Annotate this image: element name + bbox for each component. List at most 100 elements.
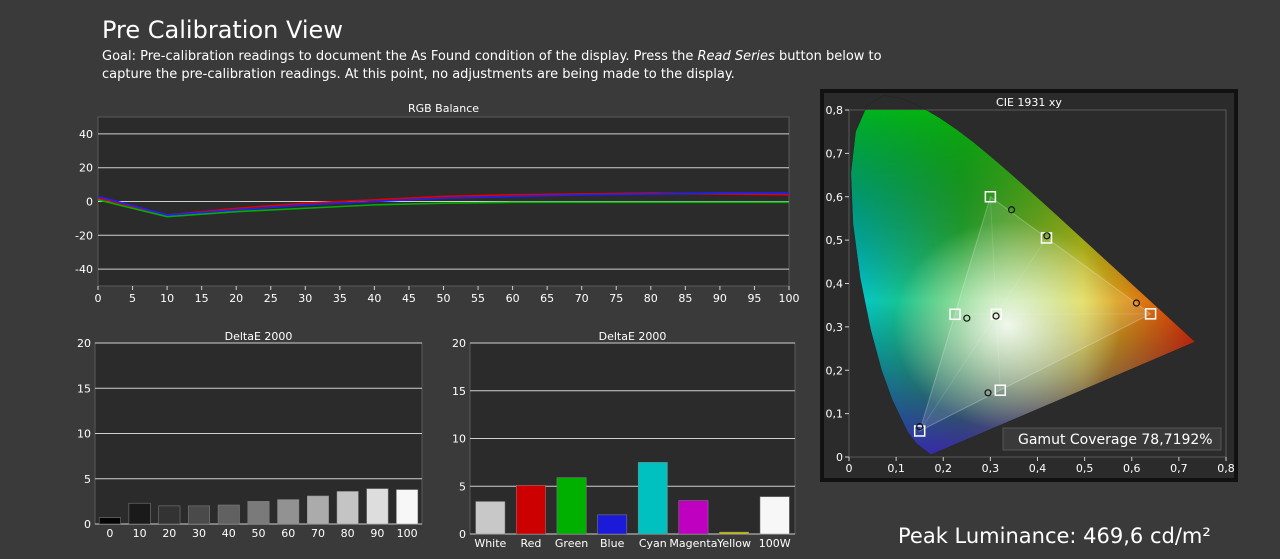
de2-x-label-3: Blue (600, 537, 625, 550)
rgb-x-tick-12: 60 (506, 292, 520, 305)
cie-measured-3 (992, 312, 1000, 320)
cie-y-tick-2: 0,2 (826, 364, 844, 377)
rgb-x-tick-16: 80 (644, 292, 658, 305)
cie-axes: 0 0,1 0,2 0,3 0,4 0,5 0,6 0,7 0,8 0 0,1 0,2 0,3 0,4 0,… (826, 104, 1235, 475)
cie-x-tick-4: 0,4 (1029, 462, 1047, 475)
de1-x-label-8: 80 (341, 527, 355, 540)
rgb-x-tick-10: 50 (437, 292, 451, 305)
de1-x-label-4: 40 (222, 527, 236, 540)
de2-x-label-4: Cyan (639, 537, 667, 550)
de1-bar-9 (366, 488, 389, 525)
rgb-x-tick-1: 5 (129, 292, 136, 305)
de2-y-tick-2: 10 (452, 433, 466, 446)
goal-read-series-emphasis: Read Series (697, 49, 775, 64)
cie-measured-2 (916, 423, 924, 431)
rgb-x-tick-4: 20 (229, 292, 243, 305)
cie-x-tick-5: 0,5 (1076, 462, 1094, 475)
de1-x-label-2: 20 (162, 527, 176, 540)
cie-x-tick-7: 0,7 (1170, 462, 1188, 475)
de1-bar-10 (396, 489, 419, 525)
cie-y-tick-5: 0,5 (826, 234, 844, 247)
de1-bar-2 (158, 505, 181, 525)
de2-bar-2 (556, 477, 587, 535)
de1-bar-6 (277, 499, 300, 525)
rgb-x-tick-13: 65 (540, 292, 554, 305)
cie-measured-1 (1007, 206, 1016, 214)
de1-x-label-10: 100 (397, 527, 418, 540)
de2-bar-5 (678, 500, 709, 535)
cie-y-tick-4: 0,4 (826, 278, 844, 291)
goal-text-part-1: Goal: Pre-calibration readings to docume… (102, 49, 698, 64)
cie-measured-0 (1132, 299, 1141, 307)
rgb-series-blue (97, 192, 789, 216)
rgb-x-tick-18: 90 (713, 292, 727, 305)
cie-gamut (918, 195, 1152, 432)
de2-x-label-1: Red (520, 537, 541, 550)
cie-x-tick-3: 0,3 (982, 462, 1000, 475)
rgb-y-tick-0: -40 (75, 263, 93, 276)
rgb-y-tick-3: 20 (79, 162, 93, 175)
de1-x-label-6: 60 (281, 527, 295, 540)
deltae-colors-bars (475, 462, 790, 535)
de1-bar-1 (128, 502, 151, 525)
cie-gamut-triangle (918, 195, 1152, 432)
de2-x-label-6: Yellow (716, 537, 751, 550)
rgb-x-tick-8: 40 (367, 292, 381, 305)
deltae-grayscale-title: DeltaE 2000 (225, 330, 293, 343)
de2-bar-4 (637, 462, 668, 535)
cie-y-tick-3: 0,3 (826, 321, 844, 334)
de1-bar-8 (336, 491, 359, 525)
de2-bar-0 (475, 501, 506, 535)
rgb-x-tick-19: 95 (747, 292, 761, 305)
cie-gamut-spoke-1 (989, 196, 997, 315)
rgb-x-tick-14: 70 (575, 292, 589, 305)
cie-gamut-spoke-4 (995, 314, 1001, 391)
de1-bar-5 (247, 501, 270, 525)
de1-bar-4 (217, 504, 240, 525)
de2-y-tick-3: 15 (452, 385, 466, 398)
de1-y-tick-0: 0 (84, 518, 91, 531)
cie-chart: CIE 1931 xy 0 0,1 0,2 0,3 0,4 0,5 0,6 0,7 0,8 0 0,… (820, 89, 1238, 482)
de1-x-label-7: 70 (311, 527, 325, 540)
rgb-balance-axes: -40 -20 0 20 40 0 5 10 15 20 25 30 35 40 45 50 55 60 65 70 7… (75, 128, 799, 305)
cie-y-tick-8: 0,8 (826, 104, 844, 117)
de1-x-label-0: 0 (106, 527, 113, 540)
cie-measured-4 (963, 314, 971, 322)
cie-x-tick-2: 0,2 (935, 462, 953, 475)
cie-target-5 (994, 384, 1007, 396)
rgb-y-tick-4: 40 (79, 128, 93, 141)
cie-y-tick-1: 0,1 (826, 408, 844, 421)
deltae-colors-chart: DeltaE 2000 0 5 10 15 20 White Red Green Blue Cya… (452, 330, 796, 550)
de1-x-label-1: 10 (133, 527, 147, 540)
de1-y-tick-3: 15 (77, 382, 91, 395)
rgb-x-tick-2: 10 (160, 292, 174, 305)
de1-y-tick-2: 10 (77, 428, 91, 441)
gamut-coverage-label: Gamut Coverage 78,7192% (1018, 432, 1213, 448)
rgb-x-tick-20: 100 (779, 292, 800, 305)
cie-x-tick-6: 0,6 (1123, 462, 1141, 475)
rgb-x-tick-5: 25 (264, 292, 278, 305)
de2-bar-7 (759, 496, 790, 535)
cie-target-4 (949, 308, 961, 321)
rgb-x-tick-11: 55 (471, 292, 485, 305)
rgb-y-tick-1: -20 (75, 229, 93, 242)
cie-target-0 (1144, 308, 1157, 320)
cie-target-2 (913, 425, 926, 437)
de2-x-label-0: White (474, 537, 506, 550)
deltae-grayscale-axes: 0 5 10 15 20 0 10 20 30 40 50 60 70 80 90 100 (77, 337, 418, 540)
goal-text-part-2: button below to capture the pre-calibrat… (102, 49, 882, 82)
goal-text: Goal: Pre-calibration readings to docume… (102, 48, 882, 84)
de2-x-label-5: Magenta (669, 537, 717, 550)
de1-y-tick-4: 20 (77, 337, 91, 350)
cie-x-tick-8: 0,8 (1217, 462, 1235, 475)
de1-y-tick-1: 5 (84, 473, 91, 486)
rgb-x-tick-9: 45 (402, 292, 416, 305)
rgb-balance-series (97, 192, 790, 218)
de2-y-tick-1: 5 (459, 480, 466, 493)
rgb-x-tick-7: 35 (333, 292, 347, 305)
de1-x-label-5: 50 (252, 527, 266, 540)
gamut-coverage-box (1002, 427, 1222, 451)
deltae-grayscale-bars (98, 488, 419, 525)
rgb-x-tick-6: 30 (298, 292, 312, 305)
